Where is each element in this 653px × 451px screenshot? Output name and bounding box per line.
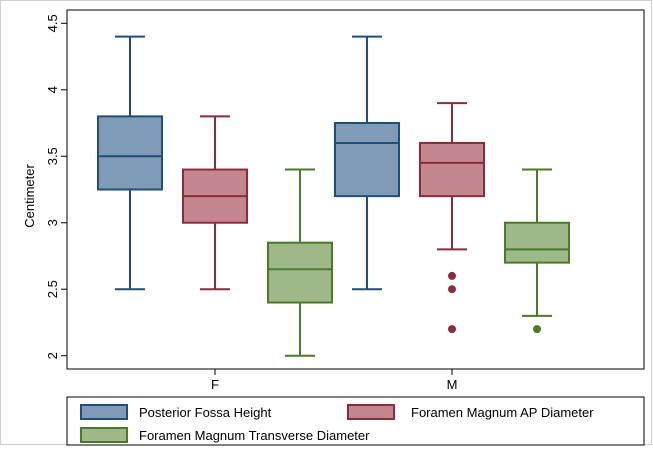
box-series-group: [97, 35, 570, 357]
y-tick-label: 3.5: [45, 147, 60, 165]
iqr-box: [504, 221, 570, 264]
box-plot: [419, 102, 485, 334]
legend-label: Posterior Fossa Height: [139, 405, 272, 420]
legend-item: Posterior Fossa Height: [80, 404, 272, 420]
box-plot: [182, 115, 248, 291]
y-tick-label: 2.5: [45, 280, 60, 298]
y-tick-label: 3: [45, 219, 60, 226]
legend-swatch: [80, 404, 128, 420]
y-tick-label: 2: [45, 352, 60, 359]
y-axis: 2 2.5 3 3.5 4 4.5: [45, 14, 67, 359]
x-tick-label: F: [211, 377, 219, 392]
box-plot: [267, 168, 333, 357]
iqr-box: [267, 241, 333, 304]
legend-swatch: [80, 427, 128, 443]
iqr-box: [334, 122, 400, 198]
legend-item: Foramen Magnum AP Diameter: [347, 404, 594, 420]
legend: Posterior Fossa Height Foramen Magnum AP …: [66, 396, 645, 446]
legend-item: Foramen Magnum Transverse Diameter: [80, 427, 370, 443]
iqr-box: [97, 115, 163, 191]
y-tick-label: 4.5: [45, 14, 60, 32]
outlier-point: [448, 271, 456, 280]
legend-label: Foramen Magnum AP Diameter: [411, 405, 594, 420]
box-plot: [334, 35, 400, 291]
box-plot: [97, 35, 163, 291]
y-tick-label: 4: [45, 86, 60, 93]
outlier-point: [533, 325, 541, 334]
iqr-box: [419, 141, 485, 198]
y-axis-title: Centimeter: [22, 164, 37, 228]
outlier-point: [448, 285, 456, 294]
x-tick-label: M: [447, 377, 458, 392]
outlier-point: [448, 325, 456, 334]
legend-swatch: [347, 404, 395, 420]
legend-label: Foramen Magnum Transverse Diameter: [139, 428, 370, 443]
box-plot: [504, 168, 570, 334]
